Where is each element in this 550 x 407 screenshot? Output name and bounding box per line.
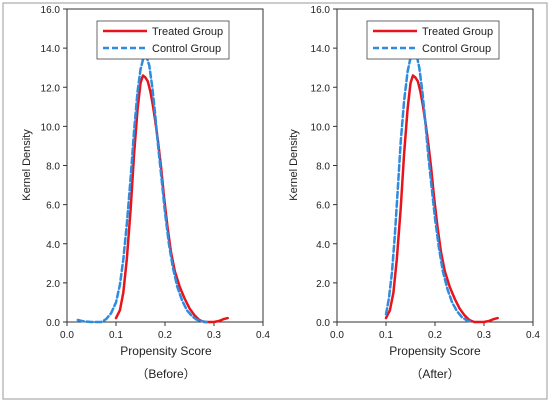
panel-after-series-treated-line bbox=[384, 74, 499, 324]
panel-before-y-tick-label: 10.0 bbox=[41, 122, 61, 133]
panel-after-y-tick-label: 0.0 bbox=[316, 318, 330, 329]
panel-after-series bbox=[384, 50, 499, 324]
panel-before-legend-label-treated: Treated Group bbox=[152, 26, 223, 38]
panel-before-legend-label-control: Control Group bbox=[152, 43, 221, 55]
panel-after-y-tick-label: 4.0 bbox=[316, 240, 330, 251]
panel-after-x-tick-label: 0.3 bbox=[477, 330, 491, 341]
panel-before-x-tick-label: 0.4 bbox=[256, 330, 270, 341]
panel-before-y-tick-label: 14.0 bbox=[41, 44, 61, 55]
panel-after-y-tick-label: 2.0 bbox=[316, 279, 330, 290]
panel-before-caption: （Before） bbox=[136, 367, 195, 381]
panel-before-x-tick-label: 0.1 bbox=[109, 330, 123, 341]
panel-before-x-tick-label: 0.3 bbox=[207, 330, 221, 341]
panel-after-legend-label-treated: Treated Group bbox=[422, 26, 493, 38]
panel-after-y-tick-label: 8.0 bbox=[316, 162, 330, 173]
panel-before-y-axis-title: Kernel Density bbox=[21, 129, 33, 201]
panel-after-y-tick-label: 16.0 bbox=[311, 5, 331, 16]
panel-after-y-axis-title: Kernel Density bbox=[288, 129, 300, 201]
panel-before-y-tick-label: 0.0 bbox=[46, 318, 60, 329]
panel-after-legend-box bbox=[366, 20, 500, 60]
panel-after-series-control-line bbox=[384, 50, 474, 324]
panel-after-x-tick-label: 0.4 bbox=[526, 330, 540, 341]
panel-after-y-tick-label: 12.0 bbox=[311, 83, 331, 94]
panel-before-x-axis-title: Propensity Score bbox=[120, 344, 212, 358]
panel-after-x-axis-title: Propensity Score bbox=[389, 344, 481, 358]
panel-before-legend-box bbox=[96, 20, 230, 60]
panel-after-x-tick-label: 0.2 bbox=[428, 330, 442, 341]
panel-after-y-tick-label: 10.0 bbox=[311, 122, 331, 133]
panel-after-x-tick-label: 0.1 bbox=[379, 330, 393, 341]
panel-before-y-tick-label: 8.0 bbox=[46, 162, 60, 173]
panel-after-y-tick-label: 14.0 bbox=[311, 44, 331, 55]
panel-before-y-tick-label: 4.0 bbox=[46, 240, 60, 251]
panel-before-y-axis-ticks: 0.0 2.0 4.0 6.0 8.0 10.0 12.0 14.0 16.0 bbox=[41, 5, 67, 329]
panel-before: 0.0 2.0 4.0 6.0 8.0 10.0 12.0 14.0 16.0 0.0 0.1 0.… bbox=[21, 5, 270, 381]
panel-after-x-tick-label: 0.0 bbox=[330, 330, 344, 341]
panel-before-plot-frame bbox=[66, 8, 264, 323]
panel-after-plot-frame bbox=[336, 8, 534, 323]
panel-before-y-tick-label: 16.0 bbox=[41, 5, 61, 16]
panel-after-legend: Treated Group Control Group bbox=[366, 20, 500, 60]
panel-before-y-tick-label: 2.0 bbox=[46, 279, 60, 290]
panel-before-legend: Treated Group Control Group bbox=[96, 20, 230, 60]
panel-before-x-tick-label: 0.0 bbox=[60, 330, 74, 341]
panel-after: 0.0 2.0 4.0 6.0 8.0 10.0 12.0 14.0 16.0 0.0 0.1 0.… bbox=[288, 5, 540, 381]
panel-after-y-tick-label: 6.0 bbox=[316, 201, 330, 212]
panel-after-caption: （After） bbox=[410, 367, 459, 381]
panel-before-y-tick-label: 12.0 bbox=[41, 83, 61, 94]
panel-after-legend-label-control: Control Group bbox=[422, 43, 491, 55]
panel-after-y-axis-ticks: 0.0 2.0 4.0 6.0 8.0 10.0 12.0 14.0 16.0 bbox=[311, 5, 337, 329]
panel-before-y-tick-label: 6.0 bbox=[46, 201, 60, 212]
panel-before-x-tick-label: 0.2 bbox=[158, 330, 172, 341]
